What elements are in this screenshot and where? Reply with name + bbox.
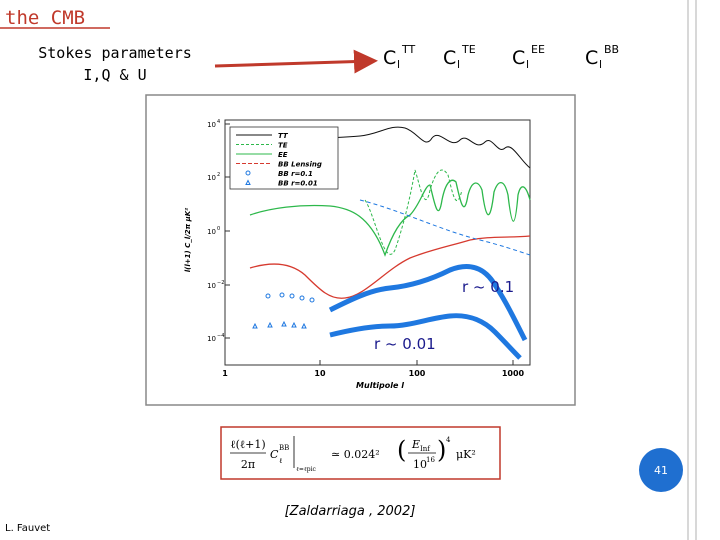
formula-part: ≃ 0.024² (331, 448, 380, 461)
formula-part: Inf (420, 445, 431, 453)
y-tick-label: 10 (207, 228, 216, 236)
spectrum-sup: TE (461, 43, 476, 56)
stokes-label: Stokes parameters (38, 44, 192, 62)
formula-part: C (270, 448, 279, 461)
formula-part: 10 (413, 458, 427, 471)
formula-part: μK² (456, 448, 476, 461)
formula-part: E (411, 438, 420, 451)
bb-lensing-curve (249, 235, 531, 299)
page-badge (639, 448, 683, 492)
legend-label: TE (278, 142, 288, 150)
y-axis-label: l(l+1) C_l/2π μK² (184, 207, 192, 272)
formula-part: 2π (241, 458, 255, 471)
x-tick-label: 10 (314, 369, 326, 378)
spectrum-sub: l (599, 58, 602, 71)
legend-label: BB r=0.1 (278, 170, 313, 178)
slide-title: the CMB (5, 7, 85, 29)
legend-box (229, 126, 339, 190)
paren: ( (397, 436, 406, 464)
y-tick-exp: −2 (217, 280, 224, 286)
spectrum-base: C (443, 47, 456, 69)
page-number: 41 (654, 464, 668, 477)
legend-label: BB r=0.01 (278, 180, 318, 188)
y-tick-exp: 2 (217, 172, 220, 178)
y-tick-label: 10 (207, 335, 216, 343)
formula-part: ℓ (279, 457, 282, 465)
formula-part: 16 (426, 456, 435, 464)
annotation: r ~ 0.01 (374, 335, 436, 353)
x-tick-label: 100 (409, 369, 426, 378)
annotation: r ~ 0.1 (462, 278, 514, 296)
ticks: 10 410 210 010 −210 −41 10 100 1000 (207, 119, 524, 378)
legend-symbol (245, 179, 251, 185)
bb-points (252, 292, 315, 329)
stokes-label: I,Q & U (83, 66, 146, 84)
y-tick-exp: −4 (217, 333, 224, 339)
spectrum-base: C (383, 47, 396, 69)
formula-box (220, 426, 501, 480)
bb-r001-curve (329, 313, 522, 360)
bb-dashed-curve (359, 199, 531, 256)
formula: ℓ(ℓ+1) 2π C BB ℓ ℓ=ℓpic ≃ 0.024² ( E Inf… (230, 436, 476, 473)
author: L. Fauvet (5, 523, 50, 534)
figure-frame (145, 94, 576, 406)
y-tick-label: 10 (207, 174, 216, 182)
x-tick-label: 1000 (502, 369, 525, 378)
spectrum-sup: EE (531, 43, 545, 56)
formula-part: ℓ=ℓpic (296, 466, 317, 473)
spectrum-sup: TT (401, 43, 416, 56)
y-tick-exp: 4 (217, 119, 220, 125)
spectrum-sup: BB (604, 43, 619, 56)
citation: [Zaldarriaga , 2002] (285, 504, 416, 519)
x-tick-label: 1 (222, 369, 228, 378)
legend-label: BB Lensing (278, 161, 322, 169)
legend-symbol (245, 170, 251, 176)
arrow (214, 49, 378, 74)
ee-curve (249, 179, 531, 257)
y-tick-label: 10 (207, 121, 216, 129)
spectrum-sub: l (397, 58, 400, 71)
formula-part: 4 (446, 436, 451, 444)
paren: ) (437, 436, 446, 464)
tt-curve (254, 126, 531, 169)
y-tick-exp: 0 (217, 226, 220, 232)
bb-r01-curve (328, 264, 528, 342)
plot-frame (224, 119, 531, 366)
spectrum-sub: l (457, 58, 460, 71)
formula-part: BB (279, 444, 289, 452)
x-axis-label: Multipole l (356, 381, 404, 390)
te-curve (364, 169, 463, 255)
y-tick-label: 10 (207, 282, 216, 290)
spectrum-base: C (512, 47, 525, 69)
legend-label: TT (278, 132, 289, 140)
legend-label: EE (278, 151, 288, 159)
formula-part: ℓ(ℓ+1) (230, 438, 265, 451)
spectrum-base: C (585, 47, 598, 69)
spectrum-sub: l (526, 58, 529, 71)
